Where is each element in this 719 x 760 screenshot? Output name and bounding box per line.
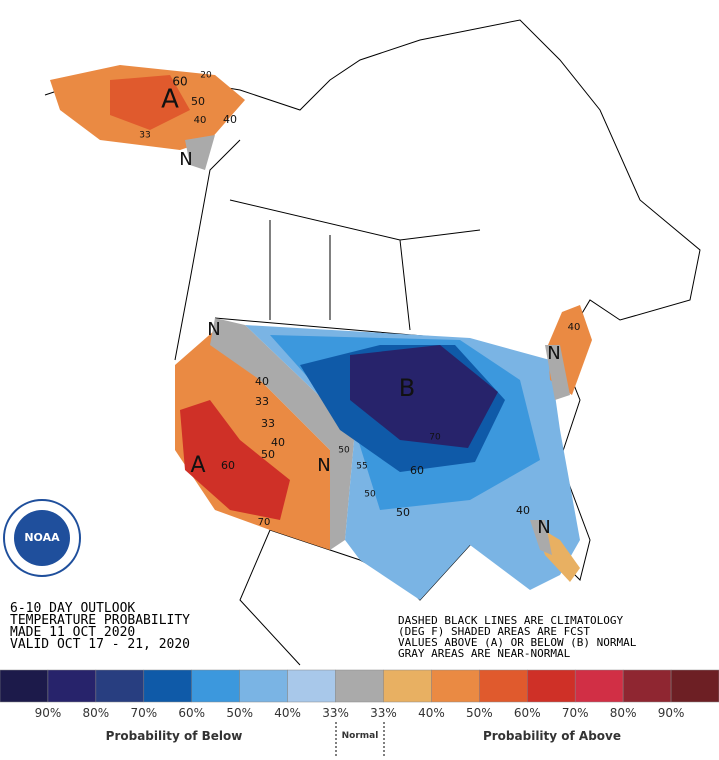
legend-normal: Normal [342,731,379,741]
legend-above: Probability of Above [483,729,621,743]
legend-swatch [622,669,672,703]
legend-swatch [191,669,240,703]
legend-swatch [95,669,145,703]
map-label: 40 [223,113,237,126]
legend-swatch [0,669,49,703]
note-line: VALUES ABOVE (A) OR BELOW (B) NORMAL [398,636,637,649]
map-label: N [547,343,560,364]
map-label: N [207,319,220,340]
legend-below: Probability of Below [106,729,243,743]
map-label: 50 [261,448,275,461]
west-above-high [180,400,290,520]
alaska-above-high [110,75,190,130]
title-line: 6-10 DAY OUTLOOK [10,601,135,616]
map-label: 60 [172,75,187,89]
map-label: 40 [568,322,581,333]
map-label: 70 [258,517,271,528]
northeast-normal [545,345,570,400]
map-label: 33 [255,395,269,408]
legend-label: 40% [418,706,445,720]
map-label: 55 [356,462,367,472]
map-label: 20 [200,71,212,81]
logo-text: NOAA [24,531,60,544]
legend: 90% 80% 70% 60% 50% 40% 33% 33% 40% 50% 60% 70% 80% 9… [0,669,719,720]
legend-label: 60% [178,706,205,720]
map-label: 33 [261,417,275,430]
legend-label: 70% [562,706,589,720]
shaded-areas [50,65,592,600]
borders [214,199,481,341]
map-label: A [161,85,179,115]
legend-label: 90% [35,706,62,720]
map-label: N [537,517,550,538]
map-label: 50 [338,446,350,456]
map-label: 70 [429,433,441,443]
logo-disc [14,510,70,566]
legend-label: 33% [322,706,349,720]
florida-normal [530,520,552,555]
map-label: 60 [221,459,235,472]
map-label: 50 [364,490,376,500]
legend-swatch [335,669,384,703]
map-label: 50 [396,506,410,519]
legend-label: 80% [610,706,637,720]
legend-swatch [574,669,624,703]
note-line: (DEG F) SHADED AREAS ARE FCST [398,625,590,638]
note-line: DASHED BLACK LINES ARE CLIMATOLOGY [398,614,624,627]
map-label: 40 [516,504,530,517]
legend-swatch [47,669,97,703]
west-normal [210,318,355,550]
panhandle-normal [185,135,215,170]
map-label: B [399,374,415,402]
legend-label: 80% [83,706,110,720]
legend-swatch [383,669,432,703]
legend-swatch [479,669,528,703]
map-label: 60 [410,464,424,477]
central-below-max [350,345,498,448]
legend-label: 70% [130,706,157,720]
map-label: N [317,455,330,476]
title-line: TEMPERATURE PROBABILITY [10,613,190,628]
notes: DASHED BLACK LINES ARE CLIMATOLOGY(DEG F… [398,614,637,660]
legend-label: 40% [274,706,301,720]
title-line: VALID OCT 17 - 21, 2020 [10,637,190,652]
map-label: 40 [255,375,269,388]
map-label: 50 [191,95,205,108]
title-line: MADE 11 OCT 2020 [10,625,135,640]
legend-label: 90% [658,706,685,720]
map-label: 40 [271,436,285,449]
map-label: A [190,453,205,478]
legend-swatch [431,669,480,703]
note-line: GRAY AREAS ARE NEAR-NORMAL [398,647,571,660]
legend-swatch [670,669,719,703]
legend-label: 50% [226,706,253,720]
legend-swatch [239,669,288,703]
legend-swatch [287,669,336,703]
map-label: N [179,149,192,170]
map-label: 33 [139,131,150,141]
map-label: 40 [194,115,207,126]
legend-label: 33% [370,706,397,720]
legend-label: 60% [514,706,541,720]
legend-swatch [527,669,576,703]
legend-label: 50% [466,706,493,720]
legend-swatch [143,669,192,703]
